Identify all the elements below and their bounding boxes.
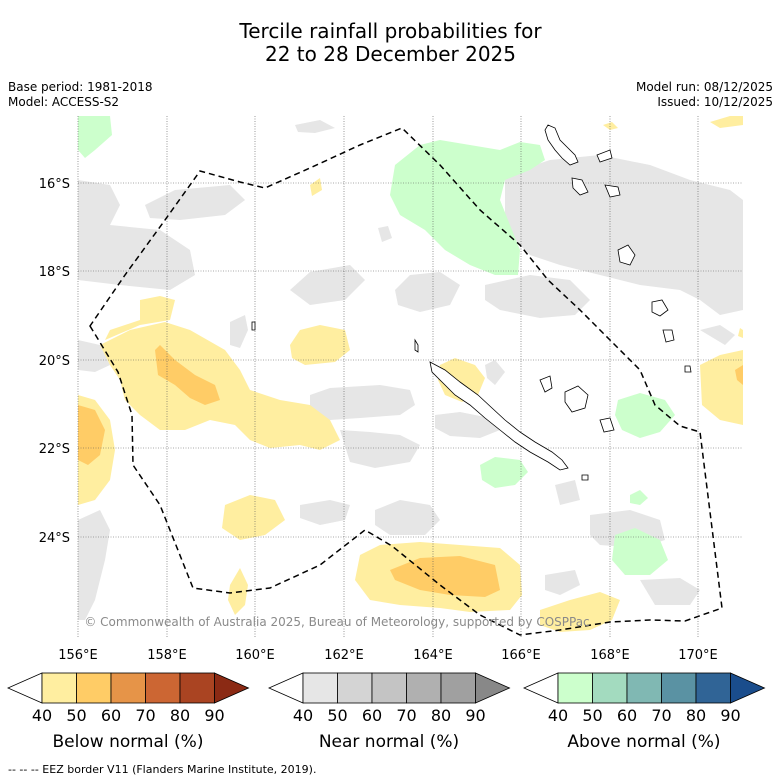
lon-label-162e: 162°E	[324, 648, 364, 663]
meta-right: Model run: 08/12/2025 Issued: 10/12/2025	[636, 80, 773, 110]
lon-label-160e: 160°E	[235, 648, 275, 663]
below-normal-label: Below normal (%)	[52, 732, 204, 752]
near-colorbar-tick: 60	[362, 706, 382, 725]
near-colorbar-min-arrow	[268, 672, 304, 704]
base-period: Base period: 1981-2018	[8, 80, 153, 94]
matthew-island-coast	[684, 365, 692, 373]
coastlines	[251, 124, 692, 481]
near-colorbar-segment	[302, 672, 338, 704]
below-colorbar-max-arrow	[214, 672, 250, 704]
below-colorbar-segment	[76, 672, 112, 704]
malekula-coast	[571, 177, 589, 196]
lon-label-168e: 168°E	[590, 648, 630, 663]
lon-label-164e: 164°E	[413, 648, 453, 663]
below-colorbar-tick: 50	[66, 706, 86, 725]
lat-label-16s: 16°S	[39, 177, 70, 192]
above-colorbar-segment	[626, 672, 662, 704]
above-normal-40-50	[78, 116, 675, 575]
issued-date: Issued: 10/12/2025	[657, 95, 773, 109]
lon-label-156e: 156°E	[58, 648, 98, 663]
below-colorbar-segment	[41, 672, 77, 704]
above-colorbar-segment	[592, 672, 628, 704]
near-colorbar-tick: 50	[327, 706, 347, 725]
island-coast	[604, 184, 621, 198]
below-colorbar-segment	[145, 672, 181, 704]
above-colorbar-tick: 80	[686, 706, 706, 725]
above-colorbar-tick: 50	[582, 706, 602, 725]
near-colorbar-tick: 80	[431, 706, 451, 725]
espiritu-santo-coast	[544, 124, 579, 166]
latitude-labels: 16°S 18°S 20°S 22°S 24°S	[39, 177, 70, 546]
below-colorbar-tick: 90	[204, 706, 224, 725]
near-colorbar-segment	[337, 672, 373, 704]
near-colorbar-segment	[406, 672, 442, 704]
near-colorbar-tick: 40	[293, 706, 313, 725]
lifou-coast	[564, 385, 589, 413]
near-colorbar-tick: 90	[465, 706, 485, 725]
below-colorbar-segment	[110, 672, 146, 704]
isle-of-pines-coast	[581, 474, 589, 481]
longitude-labels: 156°E 158°E 160°E 162°E 164°E 166°E 168°…	[58, 648, 718, 663]
lat-label-18s: 18°S	[39, 265, 70, 280]
below-colorbar-tick: 70	[135, 706, 155, 725]
above-colorbar-segment	[661, 672, 697, 704]
near-colorbar-max-arrow	[475, 672, 511, 704]
lon-label-166e: 166°E	[501, 648, 541, 663]
eez-border	[89, 127, 723, 636]
model-name: Model: ACCESS-S2	[8, 95, 120, 109]
graticule	[77, 116, 743, 638]
colorbar-above-normal: 40 50 60 70 80 90	[523, 672, 766, 725]
near-colorbar-segment	[440, 672, 476, 704]
mare-coast	[599, 417, 615, 433]
islet-coast	[251, 321, 256, 331]
above-colorbar-tick: 60	[617, 706, 637, 725]
above-colorbar-max-arrow	[730, 672, 766, 704]
title-line-1: Tercile rainfall probabilities for	[239, 19, 542, 43]
colorbar-near-normal: 40 50 60 70 80 90	[268, 672, 511, 725]
near-colorbar-segment	[371, 672, 407, 704]
above-colorbar-tick: 40	[548, 706, 568, 725]
efate-coast	[617, 244, 636, 266]
above-colorbar-segment	[557, 672, 593, 704]
chesterfield-coast	[414, 338, 419, 353]
above-colorbar-min-arrow	[523, 672, 559, 704]
below-colorbar-tick: 80	[170, 706, 190, 725]
lon-label-170e: 170°E	[678, 648, 718, 663]
map-title: Tercile rainfall probabilities for 22 to…	[0, 20, 781, 66]
lat-label-24s: 24°S	[39, 531, 70, 546]
near-colorbar-tick: 70	[396, 706, 416, 725]
erromango-coast	[651, 299, 669, 317]
above-normal-label: Above normal (%)	[567, 732, 721, 752]
meta-left: Base period: 1981-2018 Model: ACCESS-S2	[8, 80, 153, 110]
tanna-coast	[662, 329, 675, 343]
near-normal-label: Near normal (%)	[318, 732, 460, 752]
island-coast	[596, 149, 613, 163]
below-colorbar-segment	[179, 672, 215, 704]
below-colorbar-tick: 40	[32, 706, 52, 725]
above-colorbar-tick: 90	[720, 706, 740, 725]
new-caledonia-coast	[429, 361, 569, 471]
title-line-2: 22 to 28 December 2025	[264, 42, 516, 66]
below-colorbar-tick: 60	[101, 706, 121, 725]
above-colorbar-tick: 70	[651, 706, 671, 725]
probability-fields	[78, 116, 743, 632]
loyalty-island-coast	[539, 375, 553, 393]
eez-footnote: -- -- -- EEZ border V11 (Flanders Marine…	[8, 763, 317, 776]
near-normal-areas	[78, 120, 743, 620]
below-colorbar-min-arrow	[7, 672, 43, 704]
above-colorbar-segment	[695, 672, 731, 704]
lat-label-20s: 20°S	[39, 354, 70, 369]
colorbar-below-normal: 40 50 60 70 80 90	[7, 672, 250, 725]
copyright-text: © Commonwealth of Australia 2025, Bureau…	[84, 615, 589, 629]
lat-label-22s: 22°S	[39, 442, 70, 457]
lon-label-158e: 158°E	[147, 648, 187, 663]
model-run: Model run: 08/12/2025	[635, 80, 773, 94]
